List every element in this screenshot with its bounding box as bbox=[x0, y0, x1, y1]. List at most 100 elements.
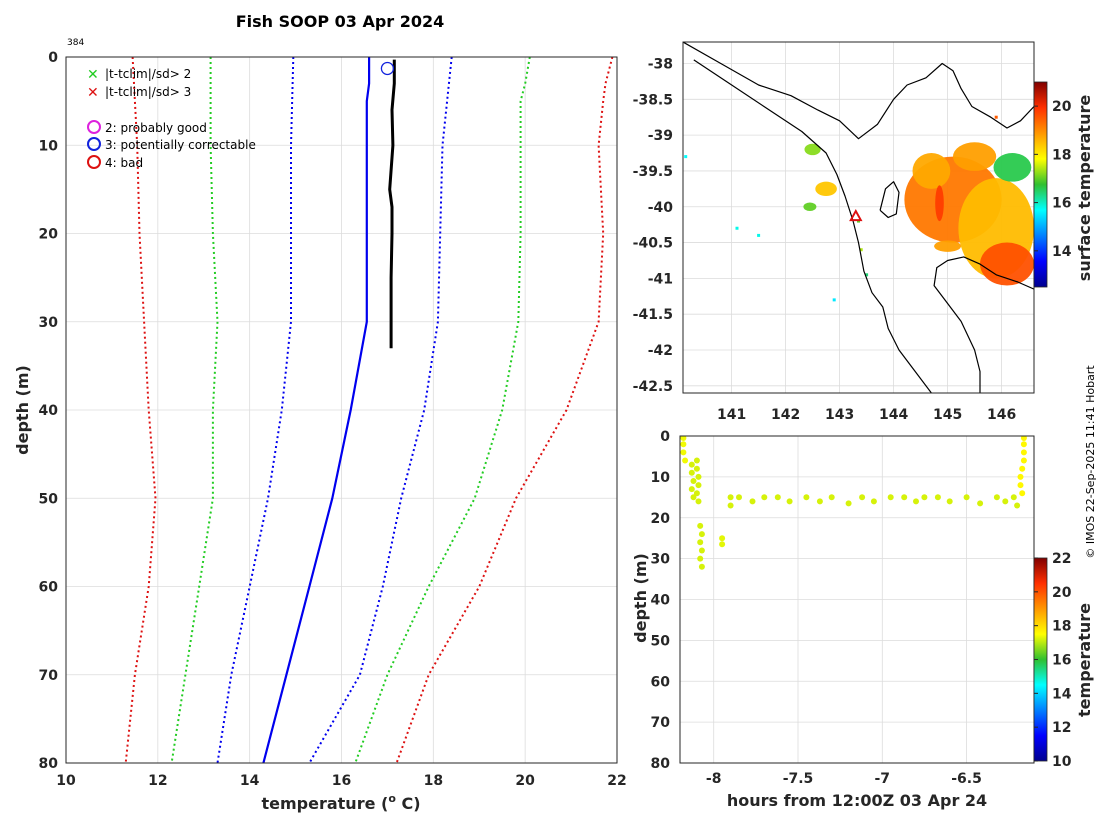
track-point bbox=[682, 457, 689, 464]
map-colorbar-tick-label: 20 bbox=[1052, 99, 1072, 115]
profile-y-axis-label: depth (m) bbox=[13, 365, 32, 455]
legend-label-sd2: |t-tclim|/sd> 2 bbox=[105, 67, 191, 81]
map-drop-location bbox=[849, 209, 863, 222]
map-sst-pixel bbox=[857, 219, 860, 223]
track-point bbox=[693, 457, 700, 464]
track-point bbox=[695, 473, 702, 480]
map-sst-patch bbox=[980, 242, 1034, 286]
track-y-tick-label: 0 bbox=[660, 429, 670, 445]
map-y-tick-label: -40.5 bbox=[633, 236, 673, 252]
track-colorbar-label: temperature bbox=[1075, 603, 1094, 717]
map-sst-pixel bbox=[684, 155, 688, 159]
map-y-tick-label: -42 bbox=[648, 343, 673, 359]
legend-label-sd3: |t-tclim|/sd> 3 bbox=[105, 85, 191, 99]
map-sst-patch bbox=[993, 153, 1032, 182]
track-y-tick-label: 80 bbox=[651, 756, 671, 772]
map-y-tick-label: -39.5 bbox=[633, 164, 673, 180]
map-coastline bbox=[693, 59, 932, 393]
track-y-tick-label: 60 bbox=[651, 674, 671, 690]
profile-x-tick-label: 22 bbox=[607, 773, 626, 789]
track-point bbox=[1020, 449, 1027, 456]
drop-triangle-icon bbox=[849, 209, 863, 222]
map-colorbar-tick-label: 16 bbox=[1052, 196, 1071, 212]
chart-title: Fish SOOP 03 Apr 2024 bbox=[236, 12, 445, 31]
map-sst-pixel bbox=[859, 248, 863, 252]
profile-y-tick-label: 40 bbox=[39, 403, 59, 419]
legend-cross-red-icon: ✕ bbox=[87, 85, 99, 101]
map-coastline bbox=[879, 181, 900, 219]
map-sst-patch bbox=[934, 240, 962, 252]
track-x-axis-label: hours from 12:00Z 03 Apr 24 bbox=[727, 791, 987, 810]
profile-y-tick-label: 30 bbox=[39, 315, 59, 331]
track-point bbox=[963, 494, 970, 501]
track-x-tick-label: -7.5 bbox=[783, 771, 814, 787]
profile-y-tick-label: 0 bbox=[48, 50, 58, 66]
track-point bbox=[680, 441, 687, 448]
profile-y-tick-label: 20 bbox=[39, 227, 59, 243]
profile-series-line bbox=[262, 57, 371, 764]
profile-x-label-end: C) bbox=[396, 794, 421, 813]
map-x-tick-label: 144 bbox=[879, 407, 908, 423]
track-point bbox=[1019, 490, 1026, 497]
track-point bbox=[1019, 465, 1026, 472]
profile-series-line bbox=[124, 56, 157, 764]
map-x-tick-label: 146 bbox=[987, 407, 1016, 423]
track-point bbox=[859, 494, 866, 501]
map-x-tick-label: 141 bbox=[717, 407, 746, 423]
profile-x-label-sup: o bbox=[388, 792, 396, 805]
profile-x-axis-label: temperature (o C) bbox=[261, 792, 420, 813]
track-point bbox=[1002, 498, 1009, 505]
profile-x-tick-label: 14 bbox=[240, 773, 260, 789]
track-colorbar-tick-label: 20 bbox=[1052, 585, 1072, 601]
credit-text: © IMOS 22-Sep-2025 11:41 Hobart bbox=[1084, 365, 1097, 559]
profile-x-tick-label: 12 bbox=[148, 773, 167, 789]
map-coastlines bbox=[683, 42, 1034, 393]
profile-axes-box bbox=[65, 56, 618, 764]
track-point bbox=[697, 555, 704, 562]
track-point bbox=[1010, 494, 1017, 501]
track-point bbox=[993, 494, 1000, 501]
profile-y-tick-label: 80 bbox=[39, 756, 59, 772]
track-point bbox=[901, 494, 908, 501]
track-y-tick-label: 20 bbox=[651, 511, 671, 527]
profile-grid bbox=[65, 56, 618, 764]
track-point bbox=[1014, 502, 1021, 509]
track-y-tick-label: 10 bbox=[651, 470, 671, 486]
legend-item-qc2: 2: probably good bbox=[87, 120, 207, 135]
map-sst-pixel bbox=[757, 233, 761, 237]
track-point bbox=[913, 498, 919, 505]
track-points bbox=[680, 436, 1027, 570]
profile-x-label-main: temperature ( bbox=[261, 794, 388, 813]
track-y-axis-label: depth (m) bbox=[631, 553, 650, 643]
profile-x-tick-label: 18 bbox=[424, 773, 443, 789]
map-sst-patch bbox=[804, 143, 821, 156]
track-point bbox=[1020, 457, 1027, 464]
profile-series-line bbox=[388, 59, 396, 349]
track-point bbox=[727, 502, 734, 509]
map-colorbar-label: surface temperature bbox=[1075, 95, 1094, 282]
legend-item-sd2: ✕ |t-tclim|/sd> 2 bbox=[87, 67, 191, 83]
track-y-tick-label: 40 bbox=[651, 593, 671, 609]
track-tick-labels: -8 -7.5 -7 -6.5 0 10 20 30 40 50 60 70 80 bbox=[651, 429, 982, 787]
track-point bbox=[786, 498, 793, 505]
profile-series-line bbox=[170, 57, 219, 764]
map-y-tick-label: -39 bbox=[648, 128, 673, 144]
track-x-tick-label: -8 bbox=[706, 771, 722, 787]
track-point bbox=[870, 498, 877, 505]
map-sst-patch bbox=[803, 202, 817, 212]
map-plot-area bbox=[683, 42, 1034, 393]
track-point bbox=[977, 500, 984, 507]
track-colorbar-tick-label: 18 bbox=[1052, 619, 1071, 635]
map-sst-pixel bbox=[994, 115, 998, 119]
profile-qc-marker bbox=[380, 61, 395, 76]
track-point bbox=[803, 494, 810, 501]
track-point bbox=[693, 490, 700, 497]
track-point bbox=[887, 494, 894, 501]
track-point bbox=[761, 494, 768, 501]
track-x-tick-label: -6.5 bbox=[951, 771, 982, 787]
track-point bbox=[719, 541, 726, 548]
legend-label-qc3: 3: potentially correctable bbox=[105, 138, 256, 152]
track-point bbox=[934, 494, 941, 501]
track-colorbar-tick-label: 10 bbox=[1052, 754, 1072, 770]
